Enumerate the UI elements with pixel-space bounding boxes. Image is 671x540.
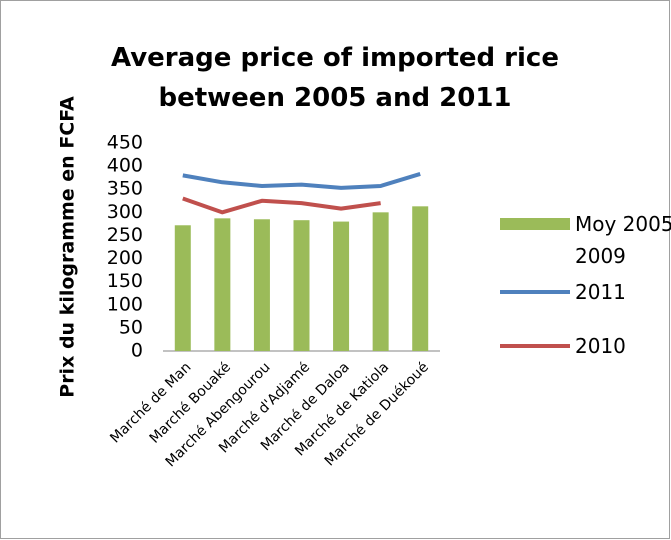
legend: Moy 2005-2009 2011 2010	[500, 208, 671, 366]
y-tick-label: 450	[107, 132, 143, 154]
bar	[253, 219, 270, 351]
y-tick-label: 250	[107, 224, 143, 246]
bar	[333, 221, 350, 351]
y-tick-label: 150	[107, 270, 143, 292]
y-tick-label: 200	[107, 247, 143, 269]
legend-label: 2010	[575, 334, 626, 358]
y-tick-label: 300	[107, 201, 143, 223]
y-tick-label: 400	[107, 155, 143, 177]
legend-swatch	[500, 290, 570, 294]
bar	[174, 225, 191, 351]
legend-item: 2010	[500, 330, 671, 362]
y-tick-label: 350	[107, 178, 143, 200]
bar	[293, 220, 310, 351]
y-tick-label: 0	[131, 340, 143, 362]
bar	[372, 212, 389, 351]
legend-swatch	[500, 218, 570, 230]
legend-item: 2011	[500, 276, 671, 308]
y-axis-label: Prix du kilogramme en FCFA	[57, 96, 79, 398]
legend-label: 2011	[575, 280, 626, 304]
line	[182, 172, 421, 190]
line	[182, 196, 381, 215]
legend-swatch	[500, 344, 570, 348]
legend-label: Moy 2005-2009	[575, 212, 671, 268]
bar	[214, 218, 231, 351]
chart-title: Average price of imported rice between 2…	[111, 43, 559, 113]
y-tick-label: 100	[107, 293, 143, 315]
legend-item: Moy 2005-2009	[500, 208, 671, 272]
y-tick-label: 50	[119, 316, 143, 338]
bar	[412, 206, 429, 351]
